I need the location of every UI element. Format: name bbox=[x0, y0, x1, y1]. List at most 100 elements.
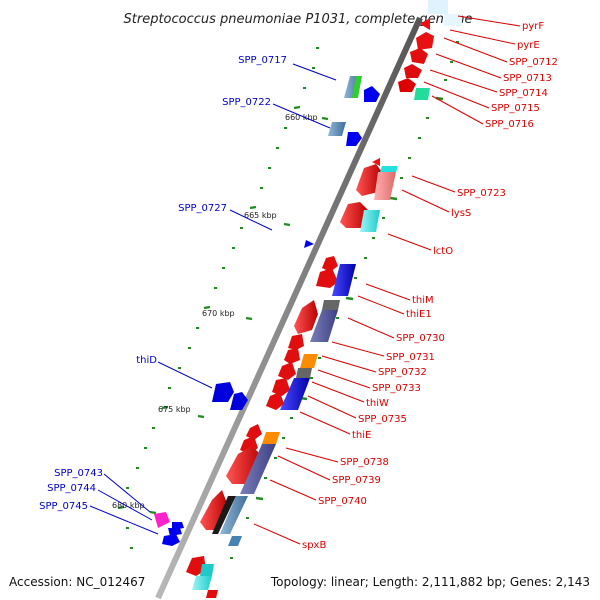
gene-block-0730-grey bbox=[322, 300, 340, 310]
gene-label-SPP_0722: SPP_0722 bbox=[222, 97, 271, 108]
scale-tick bbox=[435, 96, 444, 101]
gene-label-SPP_0733: SPP_0733 bbox=[372, 383, 421, 394]
gene-label-pyrF: pyrF bbox=[522, 21, 544, 32]
gene-label-SPP_0740: SPP_0740 bbox=[318, 496, 367, 507]
gene-arrow-0715 bbox=[398, 78, 416, 92]
kbp-label: 670 kbp bbox=[202, 309, 235, 318]
gene-arrow-0732 bbox=[284, 348, 300, 364]
gene-arrow-small-0723 bbox=[372, 158, 380, 166]
leader-line bbox=[103, 473, 151, 513]
gene-arrow-0735 bbox=[266, 392, 284, 410]
leader-line bbox=[311, 381, 365, 403]
leader-line bbox=[253, 523, 301, 545]
scale-tick bbox=[117, 505, 125, 510]
gene-label-SPP_0723: SPP_0723 bbox=[457, 188, 506, 199]
gene-label-pyrE: pyrE bbox=[517, 40, 540, 51]
gene-block-spxB bbox=[220, 496, 248, 534]
leader-line bbox=[277, 455, 331, 481]
accession-text: Accession: NC_012467 bbox=[9, 575, 145, 589]
gene-block-SPP_0717-green bbox=[352, 76, 362, 98]
gene-block-0738 bbox=[262, 432, 280, 444]
gene-block-bottom-cyan bbox=[200, 564, 214, 576]
genome-backbone bbox=[155, 16, 423, 600]
kbp-label: 665 kbp bbox=[244, 211, 277, 220]
gene-block-lctO bbox=[360, 210, 380, 232]
leader-line bbox=[443, 37, 508, 63]
leader-line bbox=[411, 175, 456, 193]
gene-label-lysS: lysS bbox=[451, 208, 471, 219]
leader-line bbox=[89, 505, 159, 535]
gene-label-SPP_0714: SPP_0714 bbox=[499, 88, 548, 99]
leader-line bbox=[157, 361, 213, 389]
gene-block-0730-slate bbox=[310, 310, 338, 342]
scale-tick bbox=[249, 205, 257, 210]
leader-line bbox=[317, 369, 371, 389]
leader-line bbox=[387, 233, 432, 251]
gene-block-0732 bbox=[300, 354, 318, 368]
gene-label-SPP_0713: SPP_0713 bbox=[503, 73, 552, 84]
leader-line bbox=[285, 447, 339, 463]
scale-ticks: 660 kbp 665 kbp 670 kbp 675 kbp 680 kbp bbox=[112, 41, 459, 559]
gene-label-thiE1: thiE1 bbox=[406, 309, 432, 320]
gene-label-SPP_0745: SPP_0745 bbox=[39, 501, 88, 512]
genome-summary-text: Topology: linear; Length: 2,111,882 bp; … bbox=[270, 575, 590, 589]
gene-arrow-thiW bbox=[272, 378, 290, 396]
gene-arrow-thiD-a bbox=[212, 382, 234, 402]
gene-label-SPP_0715: SPP_0715 bbox=[491, 103, 540, 114]
genome-title: Streptococcus pneumoniae P1031, complete… bbox=[124, 12, 473, 27]
gene-block-top-pale bbox=[444, 14, 462, 26]
gene-block-SPP_0743 bbox=[154, 512, 170, 528]
leader-line bbox=[401, 189, 450, 213]
leader-line bbox=[299, 411, 351, 435]
gene-arrow-0723 bbox=[356, 164, 382, 196]
leader-line bbox=[457, 15, 521, 27]
gene-block-small-spxB bbox=[228, 536, 242, 546]
gene-block-0716 bbox=[414, 88, 430, 100]
kbp-tick bbox=[245, 316, 253, 321]
gene-arrow-lctO bbox=[340, 202, 368, 228]
gene-block-SPP_0722 bbox=[328, 122, 346, 136]
gene-label-SPP_0731: SPP_0731 bbox=[386, 352, 435, 363]
leader-line bbox=[307, 395, 357, 419]
kbp-label: 660 kbp bbox=[285, 113, 318, 122]
kbp-tick bbox=[321, 116, 329, 121]
gene-arrow-0731 bbox=[288, 334, 304, 350]
gene-block-thiE1 bbox=[332, 264, 356, 296]
gene-arrow-0733 bbox=[278, 362, 296, 380]
gene-arrow-thiM-a bbox=[322, 256, 338, 272]
gene-label-SPP_0735: SPP_0735 bbox=[358, 414, 407, 425]
scale-tick bbox=[345, 296, 354, 301]
gene-arrow-bottom-b bbox=[206, 590, 218, 598]
leader-line bbox=[272, 103, 331, 129]
gene-label-SPP_0738: SPP_0738 bbox=[340, 457, 389, 468]
leader-line bbox=[269, 479, 317, 501]
gene-label-SPP_0717: SPP_0717 bbox=[238, 55, 287, 66]
gene-block-0723-cyan bbox=[380, 166, 398, 172]
gene-label-spxB: spxB bbox=[302, 540, 326, 551]
gene-block-pyrF bbox=[428, 0, 448, 14]
gene-label-thiW: thiW bbox=[366, 398, 389, 409]
gene-label-SPP_0712: SPP_0712 bbox=[509, 57, 558, 68]
kbp-label: 675 kbp bbox=[158, 405, 191, 414]
gene-arrow-0714 bbox=[404, 64, 422, 78]
gene-label-thiD: thiD bbox=[136, 355, 157, 366]
gene-arrow-SPP_0745 bbox=[162, 534, 180, 546]
gene-arrow-SPP_0722 bbox=[346, 132, 362, 146]
gene-arrow-0712 bbox=[416, 32, 434, 50]
kbp-tick bbox=[197, 414, 205, 419]
leader-line bbox=[331, 341, 385, 357]
gene-label-SPP_0727: SPP_0727 bbox=[178, 203, 227, 214]
leader-line bbox=[347, 317, 395, 339]
leader-line bbox=[97, 489, 153, 521]
gene-label-SPP_0744: SPP_0744 bbox=[47, 483, 96, 494]
leader-line bbox=[435, 53, 502, 79]
gene-label-thiM: thiM bbox=[412, 295, 434, 306]
leader-line bbox=[431, 95, 484, 125]
gene-label-thiE: thiE bbox=[352, 430, 371, 441]
kbp-tick bbox=[149, 510, 157, 515]
gene-arrow-SPP_0744-b bbox=[168, 528, 182, 536]
gene-label-SPP_0732: SPP_0732 bbox=[378, 367, 427, 378]
scale-tick bbox=[389, 196, 398, 201]
leader-line bbox=[357, 295, 405, 315]
